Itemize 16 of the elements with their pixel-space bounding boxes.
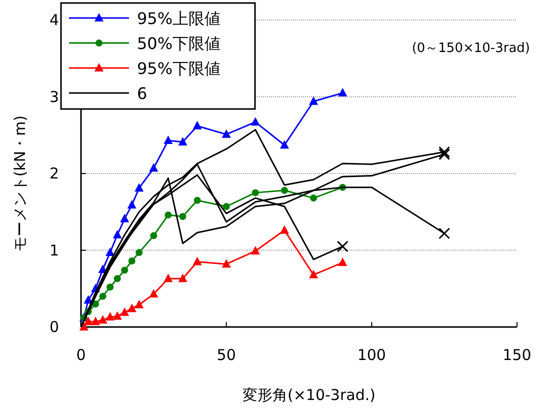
y-tick-label: 2 bbox=[49, 164, 59, 182]
y-tick-label: 3 bbox=[49, 88, 59, 106]
x-axis-title: 変形角(×10-3rad.) bbox=[242, 386, 376, 404]
legend-label: 50%下限値 bbox=[137, 34, 221, 53]
annotation: (0～150×10-3rad) bbox=[412, 41, 530, 56]
x-tick-label: 150 bbox=[502, 346, 532, 364]
y-tick-label: 0 bbox=[49, 318, 59, 336]
legend-label: 95%下限値 bbox=[137, 59, 221, 78]
legend-label: 95%上限値 bbox=[137, 9, 221, 28]
legend-label: 6 bbox=[137, 84, 148, 103]
y-axis-title: モーメント(kN・m) bbox=[11, 115, 29, 252]
x-tick-label: 100 bbox=[357, 346, 386, 364]
y-tick-label: 4 bbox=[49, 11, 59, 29]
x-tick-label: 0 bbox=[76, 346, 86, 364]
x-tick-label: 50 bbox=[216, 346, 236, 364]
y-tick-label: 1 bbox=[49, 241, 59, 260]
